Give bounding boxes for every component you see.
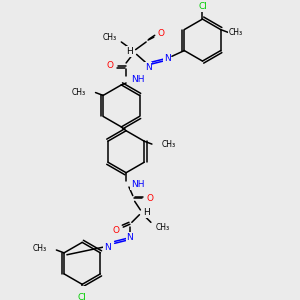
Text: NH: NH (131, 75, 144, 84)
Text: CH₃: CH₃ (33, 244, 47, 253)
Text: O: O (146, 194, 153, 203)
Text: N: N (127, 233, 133, 242)
Text: CH₃: CH₃ (155, 223, 170, 232)
Text: O: O (106, 61, 113, 70)
Text: CH₃: CH₃ (161, 140, 176, 148)
Text: CH₃: CH₃ (103, 33, 117, 42)
Text: CH₃: CH₃ (229, 28, 243, 37)
Text: NH: NH (131, 180, 144, 189)
Text: H: H (143, 208, 149, 217)
Text: CH₃: CH₃ (72, 88, 86, 97)
Text: N: N (164, 54, 170, 63)
Text: O: O (158, 29, 165, 38)
Text: N: N (103, 243, 110, 252)
Text: N: N (145, 63, 152, 72)
Text: H: H (127, 47, 133, 56)
Text: Cl: Cl (78, 293, 87, 300)
Text: O: O (112, 226, 119, 236)
Text: Cl: Cl (198, 2, 207, 11)
